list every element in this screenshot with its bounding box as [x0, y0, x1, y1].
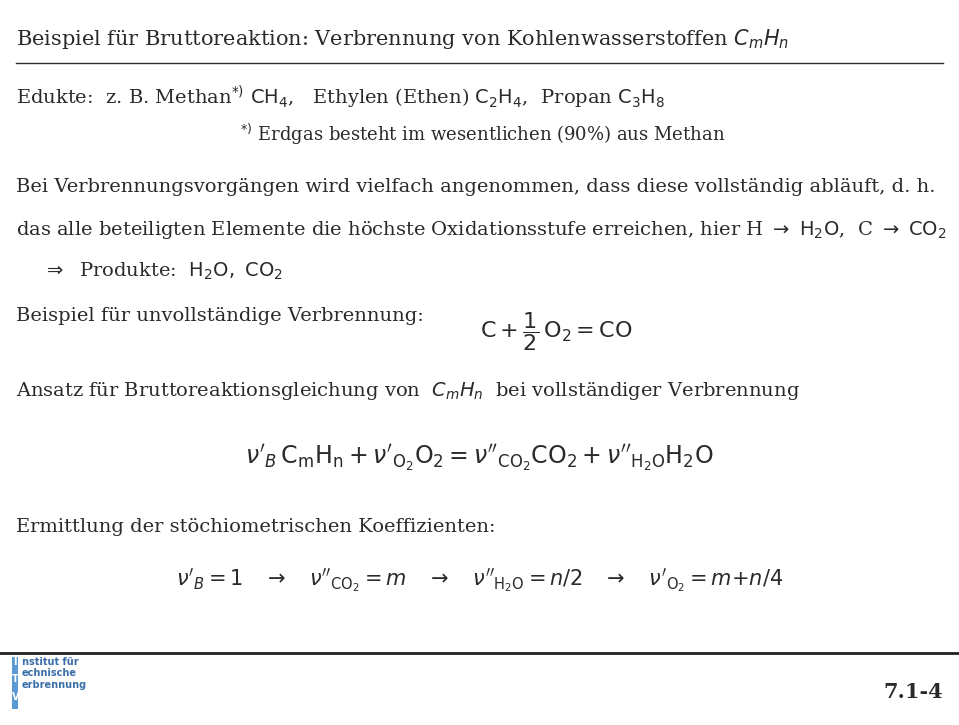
Text: Beispiel für Bruttoreaktion: Verbrennung von Kohlenwasserstoffen $C_m H_n$: Beispiel für Bruttoreaktion: Verbrennung…: [16, 27, 789, 51]
Text: Ansatz für Bruttoreaktionsgleichung von  $C_m H_n$  bei vollständiger Verbrennun: Ansatz für Bruttoreaktionsgleichung von …: [16, 380, 800, 402]
Text: $\nu'_B = 1 \quad \rightarrow \quad \nu''_{\mathrm{CO_2}} = m \quad \rightarrow : $\nu'_B = 1 \quad \rightarrow \quad \nu'…: [175, 567, 784, 595]
Text: Ermittlung der stöchiometrischen Koeffizienten:: Ermittlung der stöchiometrischen Koeffiz…: [16, 518, 496, 536]
Text: das alle beteiligten Elemente die höchste Oxidationsstufe erreichen, hier H $\ri: das alle beteiligten Elemente die höchst…: [16, 219, 947, 241]
Text: $\Rightarrow$  Produkte:  $\mathrm{H_2O,\ CO_2}$: $\Rightarrow$ Produkte: $\mathrm{H_2O,\ …: [43, 260, 283, 281]
Text: Edukte:  z. B. Methan$^{*)}$ $\mathrm{CH_4}$,   Ethylen (Ethen) $\mathrm{C_2H_4}: Edukte: z. B. Methan$^{*)}$ $\mathrm{CH_…: [16, 83, 666, 111]
Text: I: I: [13, 657, 17, 667]
Text: nstitut für
echnische
erbrennung: nstitut für echnische erbrennung: [22, 657, 87, 690]
Text: V: V: [12, 692, 19, 702]
Text: $\mathrm{C + \dfrac{1}{2}\,O_2 = CO}$: $\mathrm{C + \dfrac{1}{2}\,O_2 = CO}$: [480, 310, 632, 353]
Text: $\nu'_B\,\mathrm{C_mH_n} + \nu'_{\mathrm{O_2}}\mathrm{O_2} = \nu''_{\mathrm{CO_2: $\nu'_B\,\mathrm{C_mH_n} + \nu'_{\mathrm…: [246, 442, 713, 473]
Text: Beispiel für unvollständige Verbrennung:: Beispiel für unvollständige Verbrennung:: [16, 307, 424, 326]
FancyBboxPatch shape: [12, 657, 18, 709]
Text: Bei Verbrennungsvorgängen wird vielfach angenommen, dass diese vollständig abläu: Bei Verbrennungsvorgängen wird vielfach …: [16, 178, 936, 196]
Text: 7.1-4: 7.1-4: [883, 682, 943, 702]
Text: $^{*)}$ Erdgas besteht im wesentlichen (90%) aus Methan: $^{*)}$ Erdgas besteht im wesentlichen (…: [240, 122, 725, 147]
Text: T: T: [12, 674, 19, 684]
